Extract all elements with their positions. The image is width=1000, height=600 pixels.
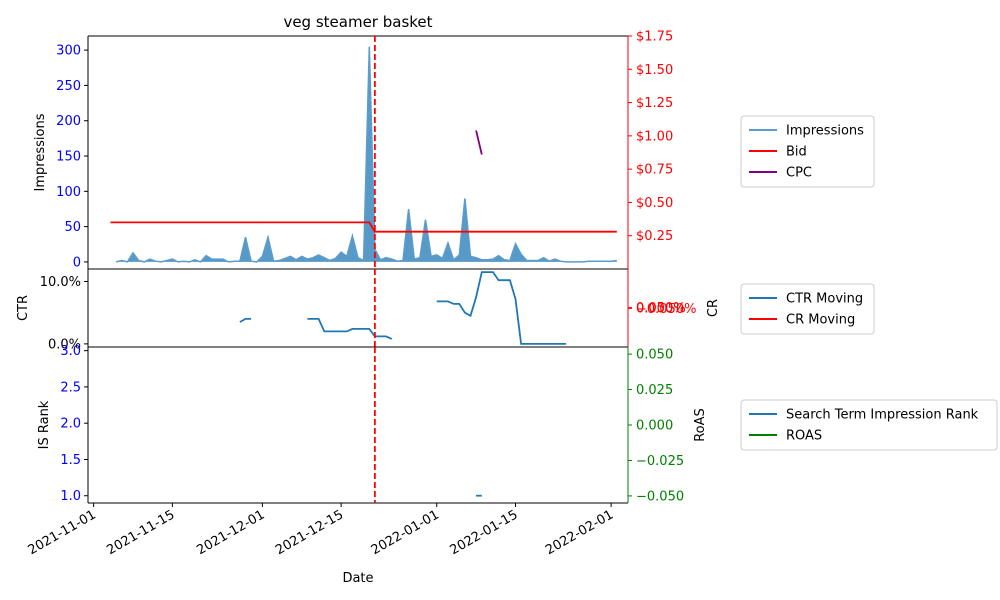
y-right-tick-label: $1.25: [636, 96, 673, 111]
y-right-tick-label: −0.050: [636, 489, 684, 504]
y-left-tick-label: 1.0: [60, 489, 81, 504]
y-right-tick-label: 0.050: [636, 348, 673, 363]
y-left-tick-label: 150: [56, 150, 81, 165]
legend-label: CTR Moving: [786, 292, 863, 307]
x-tick-label: 2022-01-15: [448, 507, 521, 558]
ctr-moving-line-segment: [239, 317, 252, 323]
x-tick-label: 2021-12-15: [273, 507, 346, 558]
chart-layer: 0 50 100 150 200 250 300 $0.25 $0.50 $0.75 $1.00 $1…: [16, 30, 998, 586]
y-right-tick-label: 0.050%: [636, 301, 686, 316]
y-left-tick-label: 100: [56, 185, 81, 200]
x-tick-label: 2022-02-01: [543, 507, 616, 558]
y-right-tick-label: −0.050%: [636, 302, 696, 317]
legend-box: [740, 115, 875, 188]
legend-label: CPC: [786, 166, 812, 181]
y-left-tick-label: 2.5: [60, 380, 81, 395]
legend-label: CR Moving: [786, 313, 855, 328]
x-tick-label: 2021-11-15: [104, 507, 177, 558]
y-left-tick-label: 1.5: [60, 453, 81, 468]
y-right-tick-label: $0.75: [636, 163, 673, 178]
x-tick-label: 2021-12-01: [194, 507, 267, 558]
legend-box: [740, 283, 875, 335]
y-right-tick-label: 0.000: [636, 419, 673, 434]
y-right-tick-label: $1.00: [636, 129, 673, 144]
cpc-line: [475, 130, 483, 155]
y-left-tick-label: 50: [64, 220, 81, 235]
y-right-tick-label: 0.025: [636, 383, 673, 398]
y-left-tick-label: 300: [56, 44, 81, 59]
y-left-tick-label: 2.0: [60, 417, 81, 432]
y-left-tick-label: 200: [56, 114, 81, 129]
y-right-tick-label: 0.000%: [636, 302, 686, 317]
y-left-tick-label: 0.0%: [48, 337, 81, 352]
y-right-tick-label: $0.25: [636, 229, 673, 244]
legend-box: [740, 399, 998, 451]
legend-label: ROAS: [786, 429, 822, 444]
y-right-axis-label: RoAS: [693, 408, 708, 442]
y-right-tick-label: $1.50: [636, 63, 673, 78]
y-left-tick-label: 250: [56, 79, 81, 94]
legend-label: Impressions: [786, 124, 864, 139]
y-left-tick-label: 3.0: [60, 344, 81, 359]
ctr-moving-line-segment: [436, 271, 567, 345]
y-right-axis-label: CR: [706, 299, 721, 317]
y-right-tick-label: −0.025: [636, 454, 684, 469]
y-left-axis-label: IS Rank: [37, 400, 52, 449]
legend-label: Search Term Impression Rank: [786, 408, 979, 423]
x-tick-label: 2022-01-01: [369, 507, 442, 558]
x-axis-label: Date: [342, 571, 373, 586]
y-right-tick-label: $0.50: [636, 196, 673, 211]
impressions-line: [115, 46, 617, 263]
legend-label: Bid: [786, 145, 807, 160]
y-right-tick-label: $1.75: [636, 30, 673, 45]
y-left-axis-label: Impressions: [33, 113, 48, 191]
y-left-tick-label: 0: [73, 255, 81, 270]
y-left-tick-label: 10.0%: [40, 275, 81, 290]
y-left-axis-label: CTR: [16, 295, 31, 321]
ctr-moving-line-segment: [307, 317, 393, 340]
bid-line: [110, 221, 617, 233]
x-tick-label: 2021-11-01: [26, 507, 99, 558]
chart-title: veg steamer basket: [283, 13, 432, 31]
